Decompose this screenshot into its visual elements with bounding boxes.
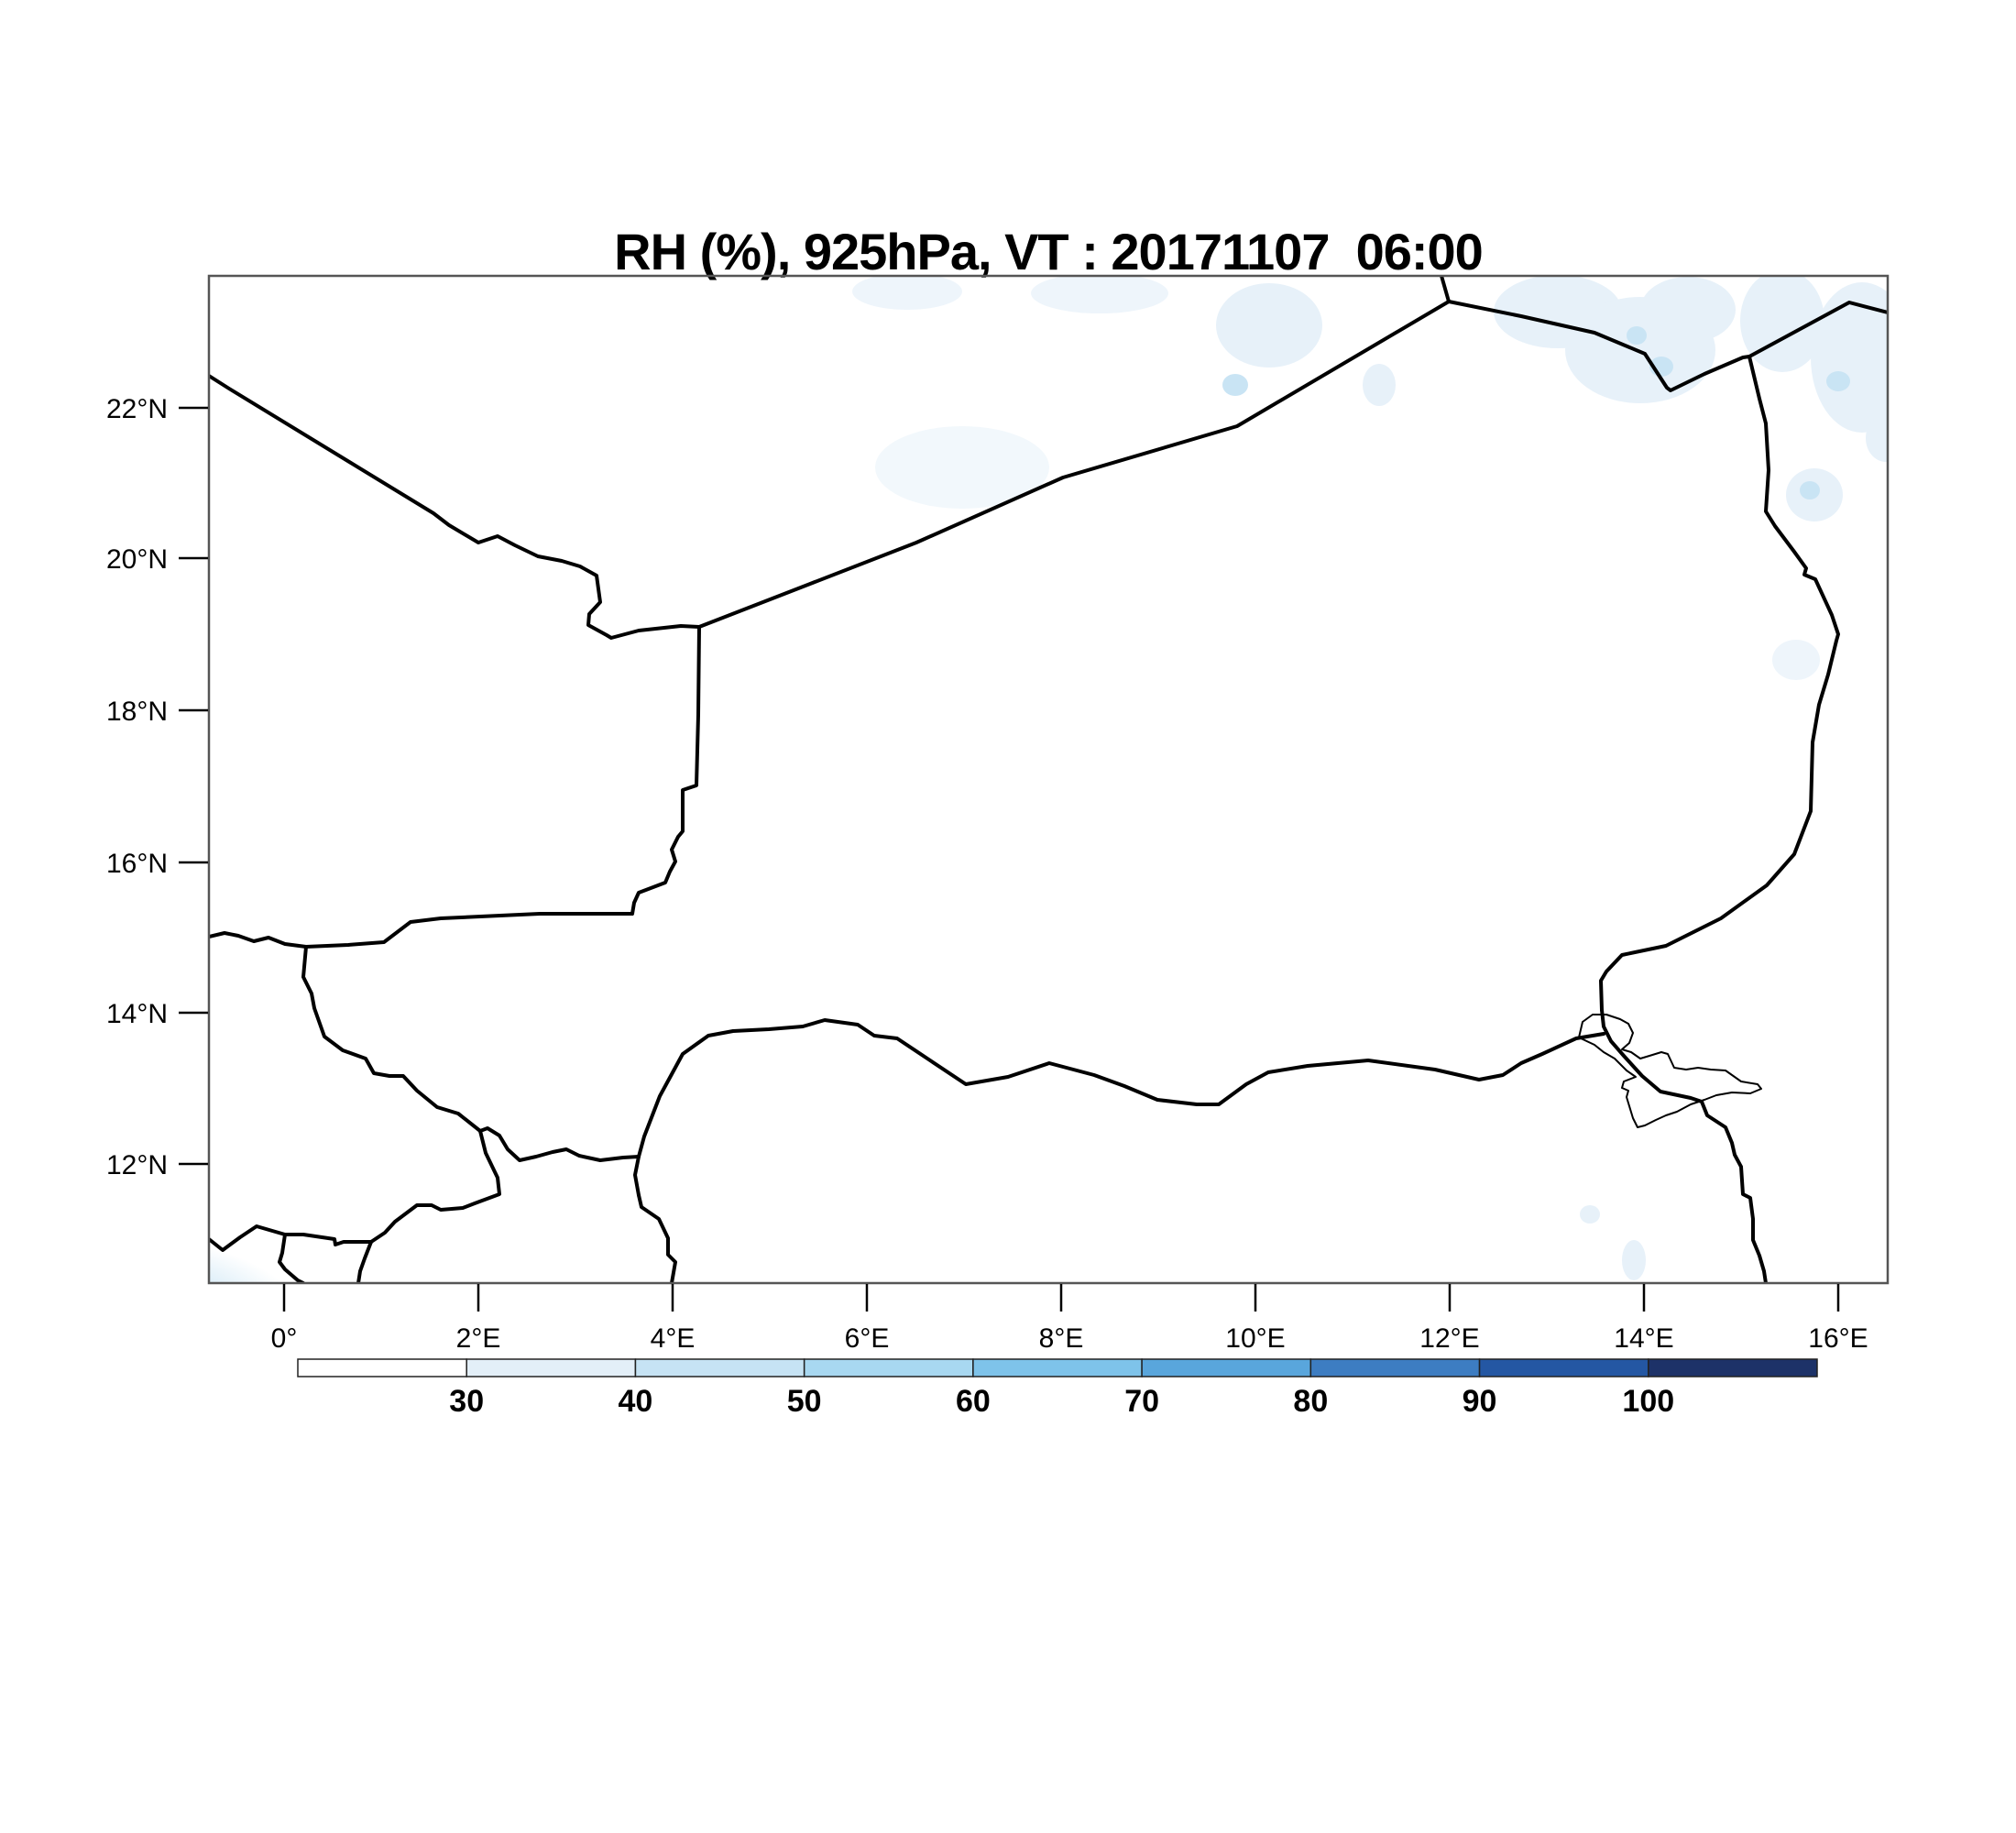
lon-tick-label: 14°E xyxy=(1614,1323,1673,1354)
colorbar-cell xyxy=(466,1358,637,1377)
rh-patch xyxy=(875,426,1049,509)
niger-nigeria-border xyxy=(637,1018,1605,1158)
figure-title: RH (%), 925hPa, VT : 20171107 06:00 xyxy=(614,223,1484,280)
rh-patch xyxy=(1363,364,1396,406)
lon-tick-label: 16°E xyxy=(1808,1323,1868,1354)
lat-tick-label: 16°N xyxy=(106,849,168,879)
colorbar-cell xyxy=(634,1358,805,1377)
colorbar-label: 90 xyxy=(1463,1384,1497,1419)
colorbar-cell xyxy=(1648,1358,1818,1377)
burkina-benin-border xyxy=(369,1129,501,1244)
rh-patch xyxy=(1800,481,1820,499)
colorbar-cell xyxy=(1309,1358,1481,1377)
togo-benin-border xyxy=(356,1240,373,1283)
colorbar-label: 70 xyxy=(1124,1384,1159,1419)
colorbar-cell xyxy=(1478,1358,1649,1377)
lon-tick-label: 10°E xyxy=(1225,1323,1285,1354)
colorbar-label: 80 xyxy=(1293,1384,1328,1419)
algeria-niger-border xyxy=(697,300,1451,629)
colorbar-label: 40 xyxy=(619,1384,653,1419)
lat-tick-label: 12°N xyxy=(106,1150,168,1180)
rh-patch xyxy=(1031,276,1168,313)
rh-patch xyxy=(1627,326,1647,345)
mali-niger-border xyxy=(304,625,701,949)
colorbar-cell xyxy=(972,1358,1143,1377)
rh-patch xyxy=(1772,640,1820,680)
lat-tick-label: 14°N xyxy=(106,999,168,1029)
benin-niger-border xyxy=(478,1126,641,1197)
colorbar-label: 30 xyxy=(449,1384,484,1419)
lake-chad-outline xyxy=(1578,1014,1762,1128)
lon-axis: 0° 2°E 4°E 6°E 8°E 10°E 12°E 14°E 16°E xyxy=(271,1284,1868,1354)
rh-patch xyxy=(1866,414,1888,462)
mali-burkina-border xyxy=(209,931,308,949)
algeria-libya-border xyxy=(1440,276,1451,303)
burkina-ghana-border xyxy=(209,1224,373,1252)
lon-tick-label: 0° xyxy=(271,1323,298,1354)
algeria-mali-border xyxy=(209,374,701,640)
rh-patch xyxy=(1811,282,1888,433)
lon-tick-label: 4°E xyxy=(651,1323,696,1354)
colorbar-cell xyxy=(803,1358,974,1377)
rh-patch xyxy=(1826,371,1850,391)
colorbar-label: 50 xyxy=(787,1384,822,1419)
benin-nigeria-border xyxy=(637,1193,677,1283)
lat-tick-label: 20°N xyxy=(106,544,168,575)
colorbar-label: 60 xyxy=(956,1384,991,1419)
lat-axis: 22°N 20°N 18°N 16°N 14°N 12°N xyxy=(106,394,208,1180)
rh-patch xyxy=(1622,1240,1646,1280)
chad-nigeria-border xyxy=(1600,1008,1768,1283)
libya-chad-border xyxy=(1748,301,1888,358)
colorbar-cell xyxy=(297,1358,467,1377)
lon-tick-label: 8°E xyxy=(1039,1323,1084,1354)
libya-niger-border xyxy=(1447,300,1751,392)
map-frame xyxy=(207,274,1890,1285)
niger-chad-border xyxy=(1599,355,1840,1012)
burkina-niger-border xyxy=(301,945,482,1133)
colorbar: 30 40 50 60 70 80 90 100 xyxy=(297,1358,1818,1419)
colorbar-label: 100 xyxy=(1622,1384,1674,1419)
lat-tick-label: 18°N xyxy=(106,697,168,727)
lon-tick-label: 2°E xyxy=(456,1323,501,1354)
rh-patch xyxy=(1640,277,1736,343)
rh-patch xyxy=(1222,374,1248,396)
lon-tick-label: 12°E xyxy=(1419,1323,1479,1354)
rh-patch xyxy=(852,276,962,310)
colorbar-cell xyxy=(1141,1358,1312,1377)
lat-tick-label: 22°N xyxy=(106,394,168,424)
map-layers xyxy=(209,276,1888,1283)
ghana-togo-border xyxy=(278,1233,305,1283)
rh-patch xyxy=(1580,1205,1600,1224)
lon-tick-label: 6°E xyxy=(845,1323,890,1354)
rh-patch xyxy=(1216,283,1322,368)
